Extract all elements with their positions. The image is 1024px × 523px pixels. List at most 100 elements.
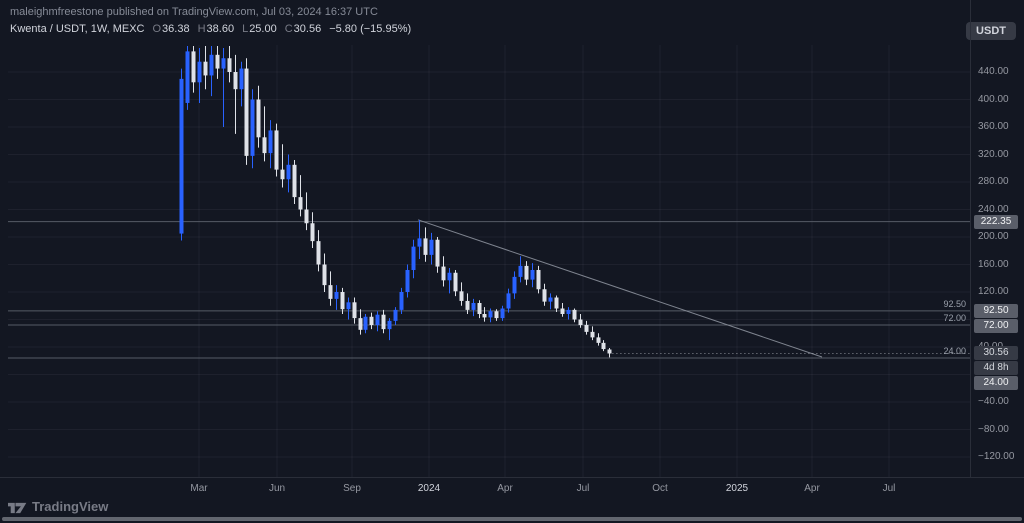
candle-body xyxy=(215,54,220,69)
candle xyxy=(488,308,493,323)
candle xyxy=(346,297,351,320)
candle-body xyxy=(227,58,232,72)
candle xyxy=(447,267,452,294)
candle xyxy=(417,219,422,259)
countdown-box: 4d 8h xyxy=(974,361,1018,376)
candle xyxy=(239,61,244,107)
candle-body xyxy=(572,309,577,320)
candle xyxy=(590,326,595,341)
candle-body xyxy=(298,197,303,210)
candle xyxy=(524,261,529,286)
candle xyxy=(423,227,428,262)
candle xyxy=(328,271,333,306)
candle-body xyxy=(316,241,321,265)
candle-body xyxy=(596,337,601,343)
candle-body xyxy=(578,319,583,325)
symbol-title[interactable]: Kwenta / USDT, 1W, MEXC xyxy=(10,23,145,35)
candle-body xyxy=(560,308,565,314)
candle-body xyxy=(179,78,184,234)
time-tick-label: Jul xyxy=(882,483,896,494)
candle-body xyxy=(465,300,470,310)
time-axis[interactable]: Mar Jun Sep 2024 Apr Jul Oct 2025 Apr Jul xyxy=(0,477,1024,500)
time-tick-label: 2025 xyxy=(725,483,749,494)
tradingview-logo-icon xyxy=(8,502,27,513)
candle xyxy=(340,287,345,314)
candle-body xyxy=(393,309,398,321)
candle-body xyxy=(542,289,547,302)
ohlc-close: C30.56 xyxy=(285,23,321,35)
candle-body xyxy=(417,238,422,247)
open-label: O xyxy=(152,23,162,35)
candle xyxy=(316,230,321,272)
time-tick-label: 2024 xyxy=(417,483,441,494)
candle-body xyxy=(268,130,273,154)
candle-body xyxy=(286,164,291,180)
candle-body xyxy=(488,311,493,318)
change-value: −5.80 (−15.95%) xyxy=(329,23,412,35)
candle xyxy=(363,314,368,334)
candle-body xyxy=(506,293,511,309)
candle xyxy=(233,54,238,134)
quote-currency-button[interactable]: USDT xyxy=(966,22,1016,40)
candle xyxy=(358,309,363,335)
candle xyxy=(203,46,208,90)
candle-body xyxy=(185,51,190,103)
trendline[interactable] xyxy=(417,219,823,358)
candle xyxy=(560,303,565,317)
candle-body xyxy=(191,51,196,83)
last-price-box: 30.56 xyxy=(974,346,1018,361)
candle-body xyxy=(471,303,476,310)
chart-legend: Kwenta / USDT, 1W, MEXC O36.38 H38.60 L2… xyxy=(10,23,411,35)
candle-body xyxy=(209,54,214,76)
candle-body xyxy=(387,320,392,330)
candle xyxy=(584,320,589,335)
candle-body xyxy=(197,61,202,83)
candle xyxy=(554,295,559,312)
price-axis[interactable]: 440.00 400.00 360.00 320.00 280.00 240.00 200.… xyxy=(970,0,1024,477)
candle xyxy=(215,46,220,79)
candle-body xyxy=(328,285,333,299)
candle xyxy=(459,282,464,306)
candle-body xyxy=(477,303,482,314)
candle-body xyxy=(429,239,434,255)
candle-body xyxy=(453,272,458,292)
candle xyxy=(244,58,249,165)
candle-body xyxy=(239,68,244,90)
candle xyxy=(405,264,410,298)
candle-body xyxy=(435,239,440,267)
open-value: 36.38 xyxy=(162,23,190,35)
candle xyxy=(298,175,303,217)
candle xyxy=(578,314,583,328)
candle-body xyxy=(363,316,368,330)
low-value: 25.00 xyxy=(249,23,277,35)
candle-body xyxy=(262,137,267,154)
candle-body xyxy=(482,314,487,318)
candle-body xyxy=(518,265,523,277)
candle xyxy=(441,256,446,287)
candle xyxy=(500,305,505,321)
candle xyxy=(399,287,404,314)
candle-body xyxy=(494,311,499,319)
tradingview-logo[interactable]: TradingView xyxy=(8,499,108,514)
candle-body xyxy=(405,270,410,292)
candle xyxy=(572,308,577,323)
candle xyxy=(352,297,357,324)
time-tick-label: Oct xyxy=(652,483,668,494)
candle-body xyxy=(358,318,363,330)
ohlc-high: H38.60 xyxy=(198,23,234,35)
candle xyxy=(375,311,380,332)
candle-body xyxy=(548,297,553,302)
candle-body xyxy=(441,266,446,281)
candle xyxy=(566,307,571,320)
price-tick-label: 200.00 xyxy=(978,231,1009,242)
high-value: 38.60 xyxy=(206,23,235,35)
price-tick-label: 400.00 xyxy=(978,93,1009,105)
candle xyxy=(369,312,374,330)
candle xyxy=(221,47,226,127)
candle xyxy=(179,68,184,241)
horizontal-scrollbar-thumb[interactable] xyxy=(2,517,1022,521)
candle xyxy=(185,46,190,110)
time-tick-label: Apr xyxy=(497,483,513,494)
candle-body xyxy=(340,292,345,310)
